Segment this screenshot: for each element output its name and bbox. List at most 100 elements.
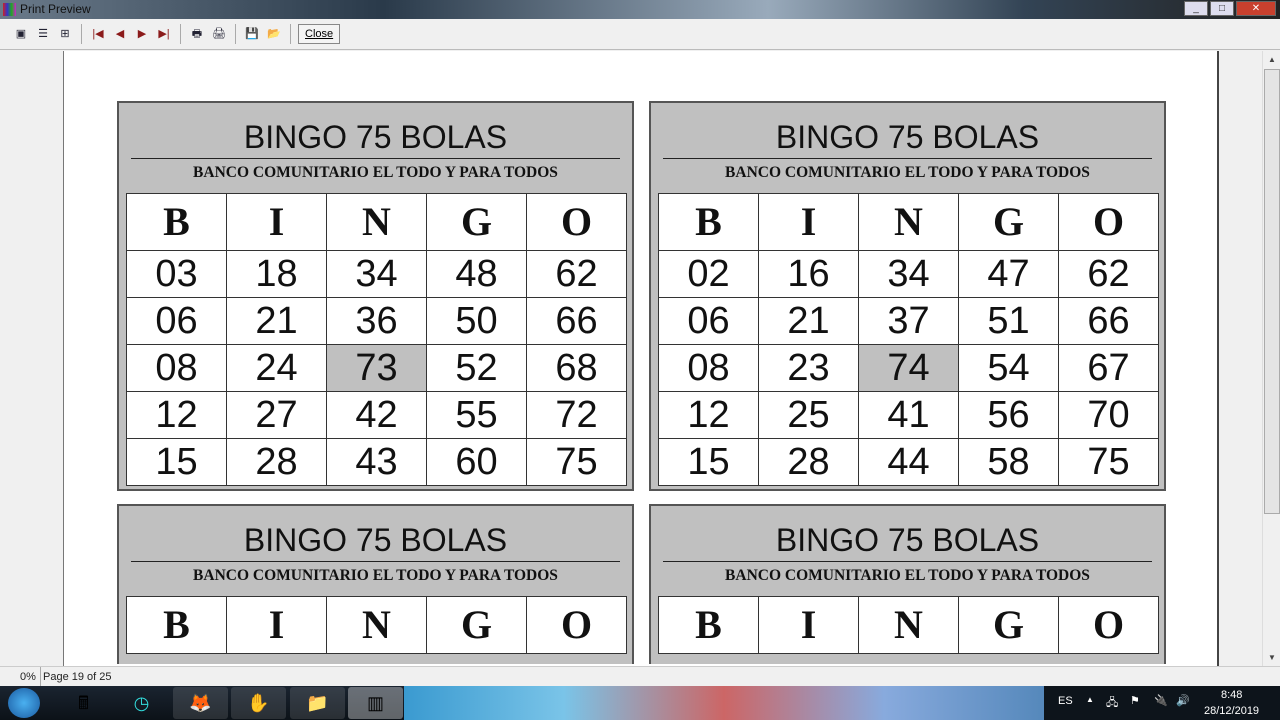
power-icon[interactable]: 🔌 (1154, 695, 1168, 707)
page-width-icon[interactable]: ⊞ (60, 28, 70, 40)
number-cell: 48 (426, 250, 527, 298)
window-title: Print Preview (20, 2, 91, 16)
number-cell: 70 (1058, 391, 1159, 439)
card-title: BINGO 75 BOLAS (243, 522, 508, 558)
maximize-button[interactable]: □ (1210, 1, 1234, 16)
table-row: 02 16 34 47 62 (658, 250, 1159, 298)
toolbar-separator (180, 24, 181, 44)
save-icon[interactable]: 💾 (245, 28, 259, 40)
number-cell: 67 (1058, 344, 1159, 392)
one-page-icon[interactable]: ▣ (15, 28, 27, 40)
table-row: 08 24 73 52 68 (126, 344, 627, 392)
number-cell: 75 (1058, 438, 1159, 486)
bingo-card: BINGO 75 BOLAS BANCO COMUNITARIO EL TODO… (117, 504, 634, 664)
number-cell: 42 (326, 391, 427, 439)
firefox-icon[interactable]: 🦊 (173, 687, 228, 719)
column-header: B (658, 596, 759, 654)
scroll-up-icon[interactable]: ▲ (1268, 55, 1276, 64)
column-header: O (526, 596, 627, 654)
number-cell: 47 (958, 250, 1059, 298)
number-cell: 58 (958, 438, 1059, 486)
toolbar-separator (290, 24, 291, 44)
zoom-percent: 0% (20, 671, 36, 683)
scroll-down-icon[interactable]: ▼ (1268, 653, 1276, 662)
system-tray: ES ▲ 🖧 ⚑ 🔌 🔊 8:48 28/12/2019 (1044, 686, 1280, 720)
clock-time[interactable]: 8:48 (1221, 689, 1243, 701)
desktop-wallpaper (404, 686, 1044, 720)
column-header: I (758, 596, 859, 654)
window-close-button[interactable]: ✕ (1236, 1, 1276, 16)
clock-app-icon[interactable]: ◷ (133, 693, 150, 713)
number-cell: 15 (126, 438, 227, 486)
number-cell: 68 (526, 344, 627, 392)
bingo-app-icon[interactable]: ▥ (348, 687, 403, 719)
language-indicator[interactable]: ES (1058, 695, 1073, 707)
start-button[interactable] (8, 688, 40, 718)
volume-icon[interactable]: 🔊 (1176, 695, 1190, 707)
table-row: 08 23 74 54 67 (658, 344, 1159, 392)
print-setup-icon[interactable]: 🖶 (191, 28, 203, 40)
multi-page-icon[interactable]: ☰ (38, 28, 48, 40)
number-cell: 08 (126, 344, 227, 392)
close-button[interactable]: Close (298, 24, 341, 44)
column-header: G (426, 596, 527, 654)
number-cell: 18 (226, 250, 327, 298)
scroll-thumb[interactable] (1264, 69, 1280, 514)
number-cell: 12 (126, 391, 227, 439)
show-hidden-icons[interactable]: ▲ (1086, 695, 1094, 704)
card-subtitle: BANCO COMUNITARIO EL TODO Y PARA TODOS (193, 164, 558, 181)
preview-area: BINGO 75 BOLAS BANCO COMUNITARIO EL TODO… (0, 51, 1262, 666)
number-cell: 21 (226, 297, 327, 345)
calculator-icon[interactable]: 🖩 (78, 693, 89, 713)
previous-page-icon[interactable]: ◀ (115, 28, 125, 40)
column-header: B (126, 596, 227, 654)
open-icon[interactable]: 📂 (267, 28, 281, 40)
column-header: I (226, 596, 327, 654)
number-cell: 75 (526, 438, 627, 486)
vertical-scrollbar[interactable]: ▲ ▼ (1262, 51, 1280, 666)
number-cell: 55 (426, 391, 527, 439)
number-cell: 27 (226, 391, 327, 439)
last-page-icon[interactable]: ▶| (158, 28, 170, 40)
number-cell: 37 (858, 297, 959, 345)
number-cell: 51 (958, 297, 1059, 345)
number-cell: 24 (226, 344, 327, 392)
number-cell: 54 (958, 344, 1059, 392)
table-row: 12 27 42 55 72 (126, 391, 627, 439)
number-cell: 06 (658, 297, 759, 345)
column-header: G (958, 596, 1059, 654)
network-icon[interactable]: 🖧 (1106, 697, 1119, 709)
center-cell: 74 (858, 344, 959, 392)
number-cell: 03 (126, 250, 227, 298)
toolbar-separator (235, 24, 236, 44)
divider (131, 561, 620, 562)
number-cell: 06 (126, 297, 227, 345)
number-cell: 41 (858, 391, 959, 439)
number-cell: 44 (858, 438, 959, 486)
file-explorer-icon[interactable]: 📁 (290, 687, 345, 719)
column-header: N (326, 596, 427, 654)
table-row: 15 28 44 58 75 (658, 438, 1159, 486)
column-header: I (758, 193, 859, 251)
taskbar: 🖩 ◷ 🦊 ✋ 📁 ▥ ES ▲ 🖧 ⚑ 🔌 🔊 8:48 28/12/2019 (0, 686, 1280, 720)
glove-app-icon[interactable]: ✋ (231, 687, 286, 719)
first-page-icon[interactable]: |◀ (92, 28, 104, 40)
number-cell: 60 (426, 438, 527, 486)
number-cell: 36 (326, 297, 427, 345)
table-row: 06 21 36 50 66 (126, 297, 627, 345)
clock-date[interactable]: 28/12/2019 (1204, 705, 1260, 717)
table-row: 03 18 34 48 62 (126, 250, 627, 298)
bingo-grid: B I N G O 02 16 34 47 62 06 21 37 51 66 08 23 74 54 67 12 25 4… (658, 193, 1159, 486)
column-header: O (1058, 596, 1159, 654)
action-center-flag-icon[interactable]: ⚑ (1130, 695, 1140, 707)
number-cell: 43 (326, 438, 427, 486)
next-page-icon[interactable]: ▶ (137, 28, 147, 40)
minimize-button[interactable]: _ (1184, 1, 1208, 16)
divider (663, 158, 1152, 159)
toolbar-separator (81, 24, 82, 44)
card-subtitle: BANCO COMUNITARIO EL TODO Y PARA TODOS (193, 567, 558, 584)
print-icon[interactable]: 🖨 (212, 28, 226, 40)
